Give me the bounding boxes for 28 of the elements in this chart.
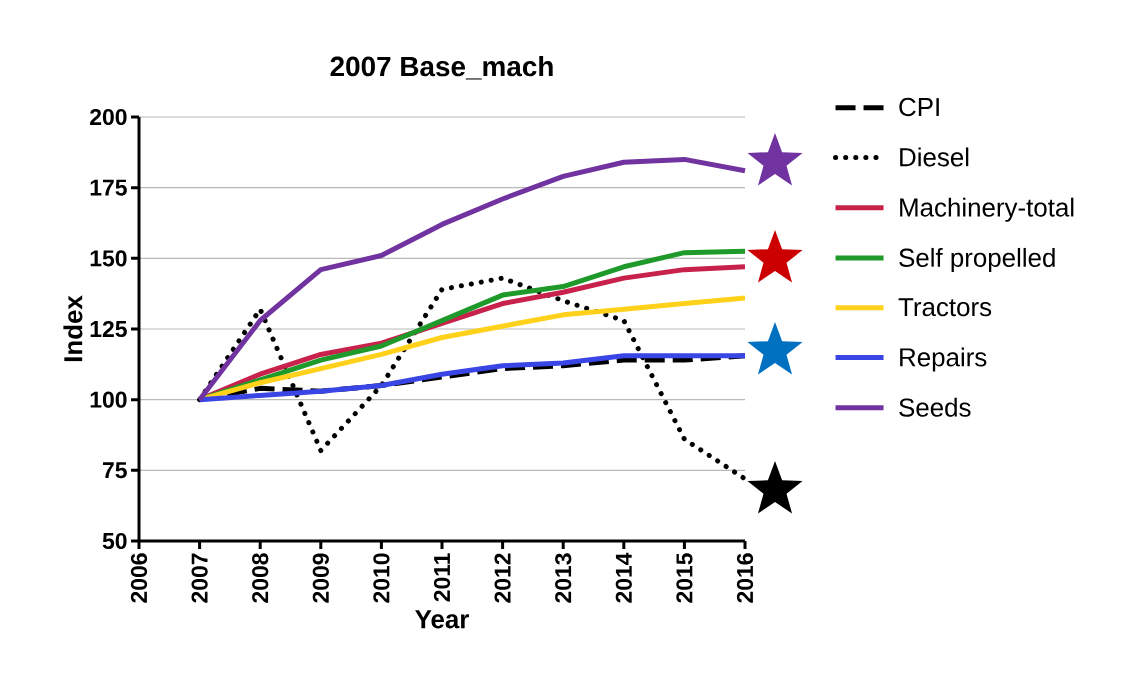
legend-label: CPI	[899, 97, 939, 117]
x-tick-label: 2015	[676, 553, 693, 603]
x-tick-label: 2010	[373, 553, 390, 603]
legend-label: Tractors	[898, 298, 992, 317]
y-tick-label: 75	[103, 462, 127, 479]
x-tick-label: 2006	[130, 553, 148, 603]
x-tick-label: 2013	[555, 553, 572, 603]
x-tick-label: 2009	[312, 553, 329, 603]
x-tick-label: 2008	[252, 553, 269, 603]
x-tick-label: 2012	[494, 553, 511, 603]
legend-label: Seeds	[899, 397, 971, 417]
y-tick-label: 50	[102, 532, 127, 550]
legend-label: Machinery-total	[900, 197, 1074, 222]
x-axis-title: Year	[415, 610, 469, 629]
x-tick-label: 2014	[615, 552, 632, 603]
y-axis-title: Index	[63, 295, 83, 362]
x-tick-label: 2007	[191, 553, 208, 603]
y-tick-label: 200	[90, 108, 127, 126]
legend-label: Self propelled	[899, 247, 1055, 273]
y-tick-label: 150	[90, 250, 127, 267]
y-tick-label: 175	[90, 179, 127, 196]
legend-label: Diesel	[900, 147, 969, 167]
y-tick-label: 125	[90, 320, 127, 338]
y-tick-label: 100	[90, 391, 127, 408]
legend-label: Repairs	[900, 347, 987, 372]
x-tick-label: 2016	[736, 553, 754, 603]
chart-title: 2007 Base_mach	[330, 55, 553, 80]
x-tick-label: 2011	[433, 553, 451, 602]
